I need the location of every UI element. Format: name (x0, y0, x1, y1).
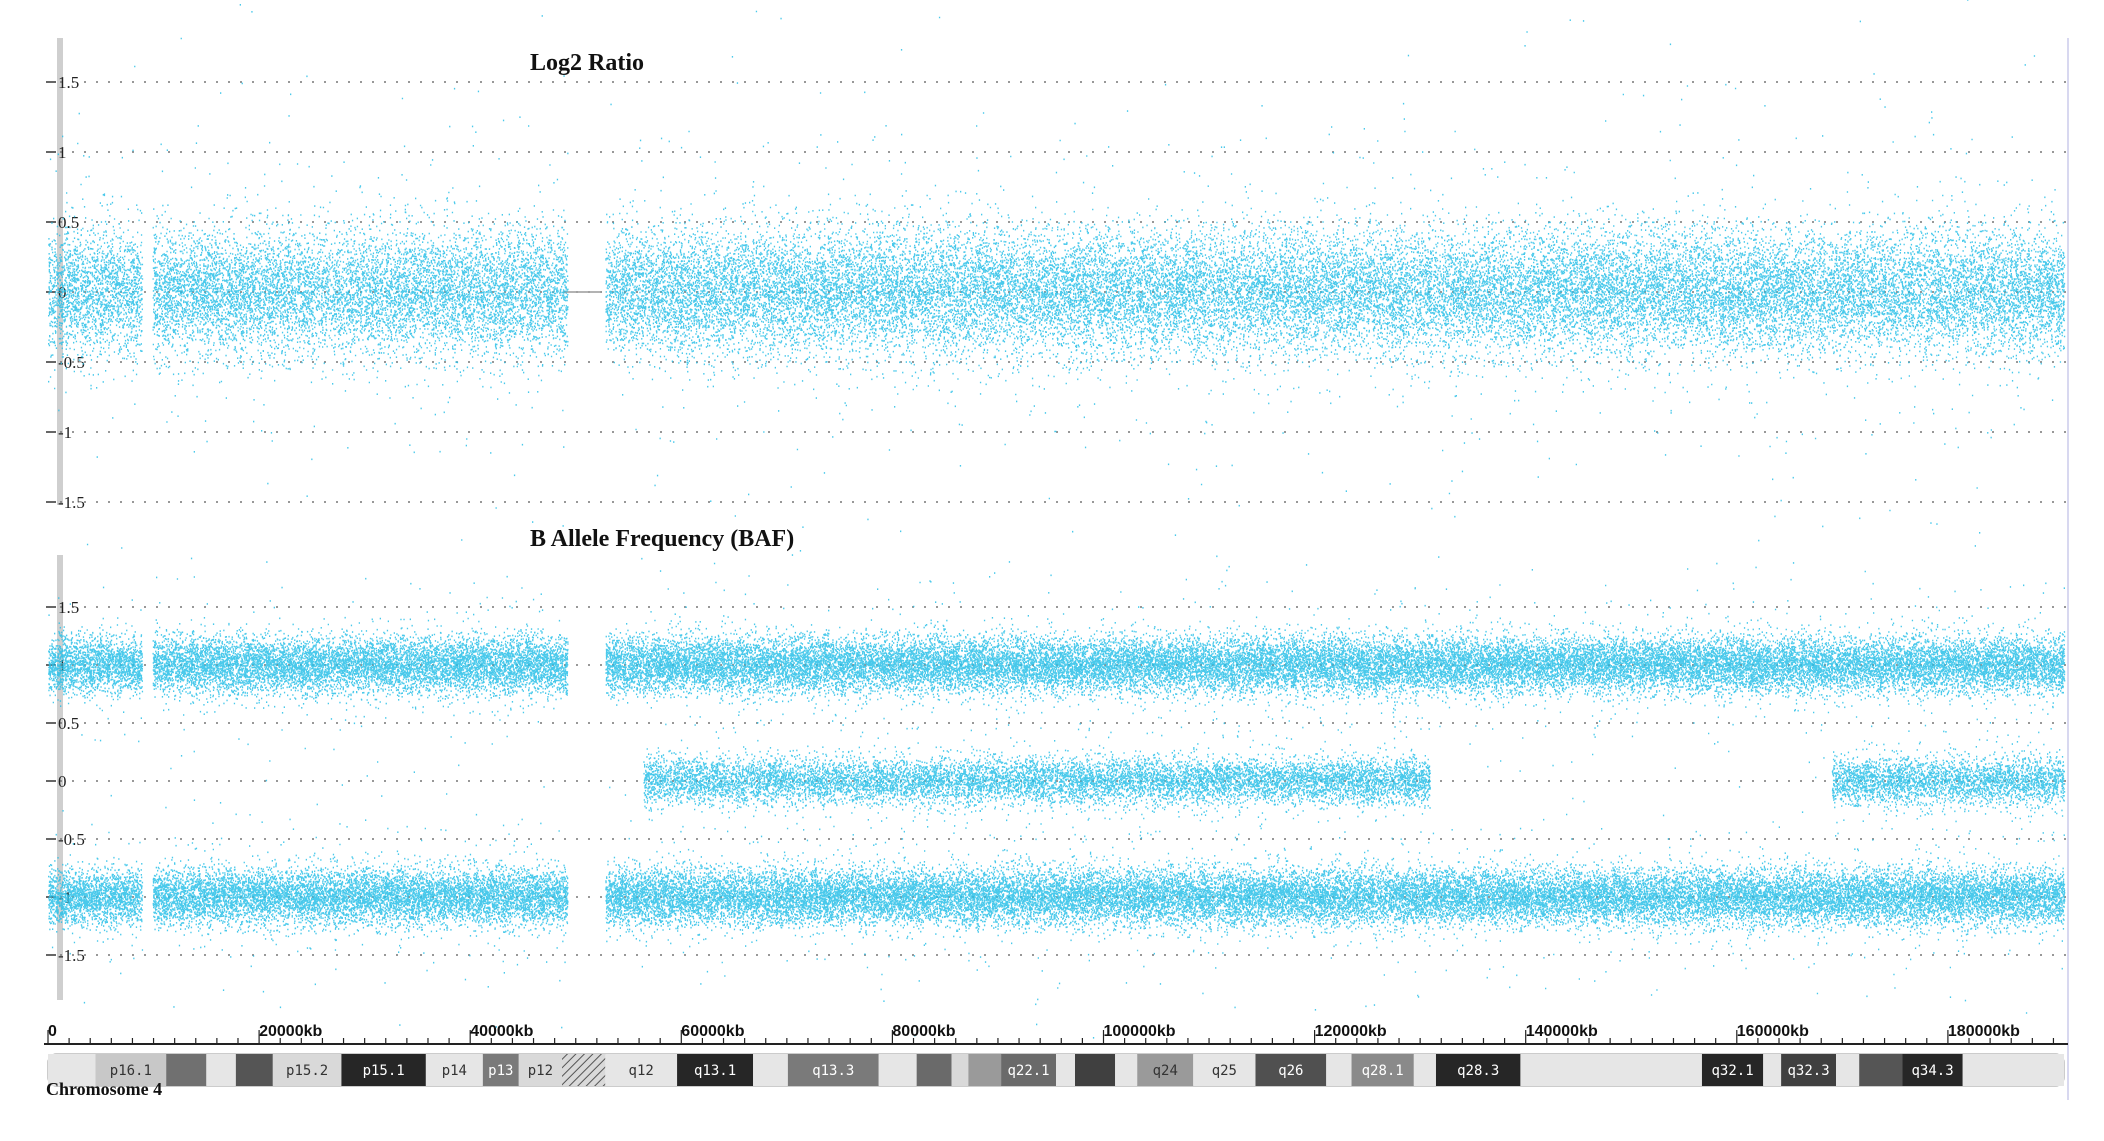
x-tick-label: 180000kb (1948, 1023, 2020, 1040)
y-tick-label: 1.5 (58, 73, 79, 92)
ideogram-band (1859, 1054, 1903, 1086)
band-label: q28.1 (1362, 1063, 1404, 1079)
x-axis-minor-ticks (47, 1030, 2055, 1044)
x-tick-label: 140000kb (1526, 1023, 1598, 1040)
ideogram-band (1137, 1054, 1194, 1086)
ideogram-band (518, 1054, 563, 1086)
y-tick-label: -0.5 (58, 353, 85, 372)
chromosome-label: Chromosome 4 (46, 1079, 162, 1099)
ideogram-band (1326, 1054, 1352, 1086)
ideogram-band (968, 1054, 1002, 1086)
band-label: q28.3 (1457, 1063, 1499, 1079)
band-label: q34.3 (1912, 1063, 1954, 1079)
ideogram-band (605, 1054, 678, 1086)
ideogram-band (1520, 1054, 1702, 1086)
y-tick-label: -1 (58, 423, 72, 442)
ideogram-band (1836, 1054, 1860, 1086)
y-tick-label: 0 (58, 772, 67, 791)
y-tick-label: 0.5 (58, 714, 79, 733)
y-tick-label: -1.5 (58, 946, 85, 965)
ideogram-band (48, 1054, 96, 1086)
ideogram-band (787, 1054, 879, 1086)
ideogram-band (166, 1054, 207, 1086)
ideogram-band (1763, 1054, 1782, 1086)
band-label: p14 (442, 1063, 467, 1079)
band-label: q25 (1212, 1063, 1237, 1079)
ideogram-band (482, 1054, 519, 1086)
y-tick-label: 1.5 (58, 598, 79, 617)
x-tick-label: 60000kb (681, 1023, 744, 1040)
y-tick-label: -1.5 (58, 493, 85, 512)
x-axis-tick-labels: 0 20000kb 40000kb 60000kb 80000kb 100000kb 120… (48, 1023, 2020, 1040)
band-label: q13.3 (812, 1063, 854, 1079)
x-tick-label: 100000kb (1103, 1023, 1175, 1040)
baf-panel-title: B Allele Frequency (BAF) (530, 526, 794, 552)
band-label: p16.1 (110, 1063, 152, 1079)
log2-panel-title: Log2 Ratio (530, 50, 644, 76)
ideogram-band (95, 1054, 167, 1086)
ideogram-band (878, 1054, 917, 1086)
x-tick-label: 160000kb (1737, 1023, 1809, 1040)
ideogram-band (677, 1054, 754, 1086)
scatter-points (48, 0, 2066, 676)
x-tick-label: 0 (48, 1023, 57, 1040)
x-tick-label: 20000kb (259, 1023, 322, 1040)
band-label: q32.3 (1787, 1063, 1829, 1079)
ideogram-band (1962, 1054, 2064, 1086)
ideogram-band (1255, 1054, 1327, 1086)
scatter-points (48, 517, 2066, 1039)
band-label: q12 (629, 1063, 654, 1079)
x-tick-label: 120000kb (1315, 1023, 1387, 1040)
band-label: p15.1 (363, 1063, 405, 1079)
ideogram-band (1413, 1054, 1436, 1086)
ideogram-band (1902, 1054, 1963, 1086)
band-label: p15.2 (286, 1063, 328, 1079)
ideogram-band (425, 1054, 483, 1086)
ideogram-band (341, 1054, 426, 1086)
band-label: p13 (488, 1063, 513, 1079)
band-label: q22.1 (1007, 1063, 1049, 1079)
x-tick-label: 40000kb (470, 1023, 533, 1040)
band-label: p12 (528, 1063, 553, 1079)
ideogram-band (951, 1054, 969, 1086)
ideogram-band (1701, 1054, 1764, 1086)
band-label: q13.1 (694, 1063, 736, 1079)
log2-ratio-points (48, 0, 2066, 676)
ideogram-band (1074, 1054, 1116, 1086)
log2-y-tick-labels: 1.510.50-0.5-1-1.5 (46, 73, 85, 512)
band-label: q32.1 (1711, 1063, 1753, 1079)
band-label: q24 (1153, 1063, 1178, 1079)
ideogram-band (753, 1054, 788, 1086)
ideogram-band (1193, 1054, 1256, 1086)
ideogram-band (562, 1054, 606, 1086)
y-tick-label: -0.5 (58, 830, 85, 849)
ideogram-band (1056, 1054, 1075, 1086)
ideogram-band (235, 1054, 273, 1086)
y-tick-label: 0.5 (58, 213, 79, 232)
ideogram-band (1115, 1054, 1138, 1086)
band-label: q26 (1278, 1063, 1303, 1079)
ideogram-band (1435, 1054, 1521, 1086)
y-tick-label: 1 (58, 143, 67, 162)
ideogram-band (1781, 1054, 1837, 1086)
ideogram-band (916, 1054, 952, 1086)
ideogram-band (1351, 1054, 1414, 1086)
baf-points (48, 517, 2066, 1039)
ideogram-band (206, 1054, 236, 1086)
chromosome-ideogram: p16.1 p15.2 p15.1 p14 p13 p12 q12 q13.1 q13.3 q22… (47, 1053, 2065, 1087)
ideogram-band (1001, 1054, 1056, 1086)
ideogram-band (272, 1054, 342, 1086)
x-tick-label: 80000kb (892, 1023, 955, 1040)
